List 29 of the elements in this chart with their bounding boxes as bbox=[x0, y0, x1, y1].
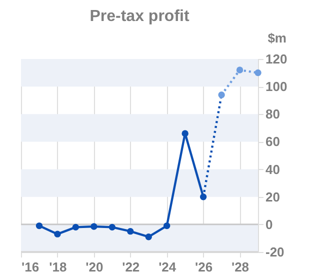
point bbox=[36, 222, 43, 230]
chart-title: Pre-tax profit bbox=[90, 8, 190, 25]
point bbox=[72, 224, 80, 231]
point bbox=[163, 222, 170, 230]
point bbox=[254, 69, 262, 76]
y-tick-label: 40 bbox=[266, 162, 280, 177]
point bbox=[236, 66, 244, 74]
x-tick-label: '28 bbox=[231, 260, 250, 274]
y-tick-label: 80 bbox=[266, 106, 280, 122]
point bbox=[54, 230, 61, 238]
point bbox=[182, 130, 188, 137]
point bbox=[90, 223, 98, 230]
y-axis-title: $m bbox=[268, 30, 286, 46]
x-tick-label: '16 bbox=[22, 260, 40, 274]
y-tick-label: 20 bbox=[266, 189, 280, 204]
x-tick-label: '20 bbox=[86, 260, 104, 274]
point bbox=[127, 228, 134, 235]
point bbox=[145, 233, 152, 240]
x-tick-label: '26 bbox=[195, 260, 213, 274]
x-tick-label: '24 bbox=[158, 260, 177, 274]
y-tick-label: 0 bbox=[266, 216, 273, 232]
y-tick-label: 100 bbox=[266, 79, 288, 94]
point bbox=[218, 91, 225, 98]
x-tick-label: '18 bbox=[49, 260, 67, 274]
point bbox=[108, 224, 116, 231]
y-tick-label: 60 bbox=[266, 134, 280, 150]
y-tick-label: -20 bbox=[266, 244, 284, 260]
y-tick-label: 120 bbox=[266, 52, 288, 66]
x-tick-label: '22 bbox=[122, 260, 140, 274]
